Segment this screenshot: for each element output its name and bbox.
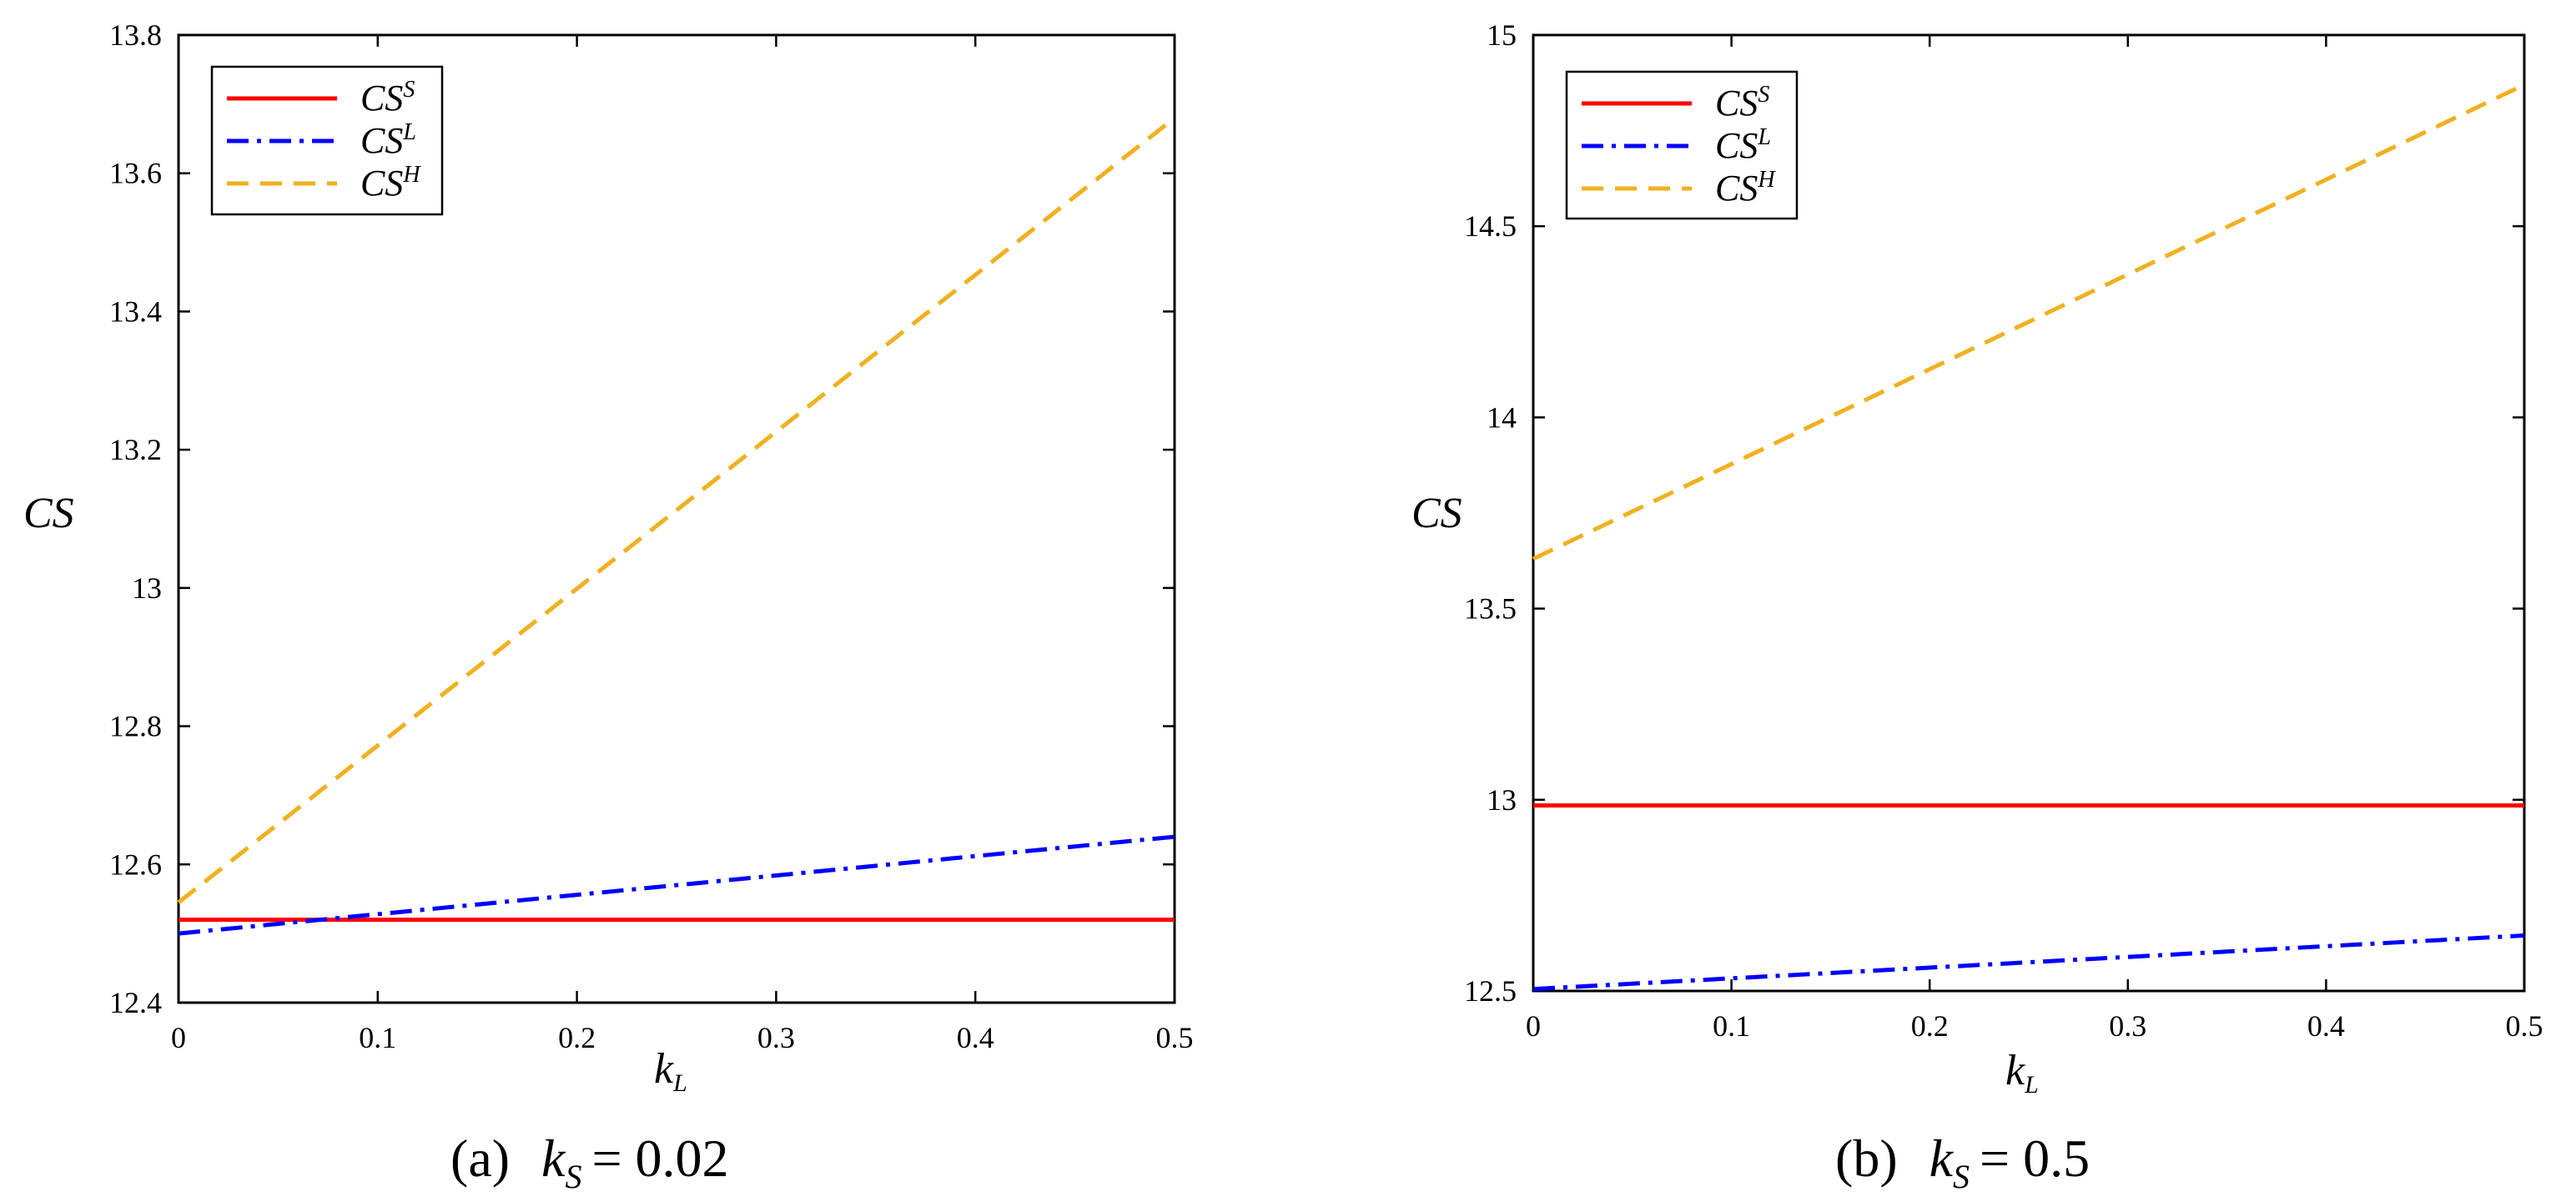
y-axis-title-b: CS: [1411, 490, 1462, 537]
ticks-b: 0 0.1 0.2 0.3 0.4 0.5 12.5 13 13.5 14 14.5 15: [1464, 18, 2543, 1043]
y-tick-label: 13: [132, 571, 162, 605]
y-tick-label: 13.4: [109, 294, 162, 328]
legend-label-l: CSL: [360, 119, 416, 161]
y-tick-label: 12.4: [109, 986, 162, 1019]
x-tick-label: 0.1: [359, 1021, 396, 1054]
x-axis-title-b-var: k: [2005, 1047, 2025, 1094]
series-layer-b: [1532, 83, 2526, 992]
y-tick-label: 14.5: [1464, 209, 1517, 243]
caption-b: (b) kS = 0.5: [1835, 1129, 2090, 1195]
x-tick-label: 0.4: [2307, 1009, 2345, 1043]
plot-area-b: [1532, 33, 2526, 993]
caption-a: (a) kS = 0.02: [450, 1129, 729, 1195]
legend-label-l: CSL: [1715, 124, 1771, 166]
legend-label-h: CSH: [1715, 167, 1776, 209]
x-axis-title-b-sub: L: [2024, 1071, 2039, 1099]
x-tick-label: 0.5: [1156, 1021, 1194, 1054]
y-tick-label: 13.6: [109, 157, 162, 190]
y-axis-title-a: CS: [23, 490, 74, 537]
legend-label-s: CSS: [1715, 82, 1769, 123]
x-axis-title-a-sub: L: [672, 1069, 687, 1097]
legend-label-s: CSS: [360, 77, 415, 118]
y-tick-label: 12.5: [1464, 974, 1517, 1008]
y-tick-label: 13.8: [109, 18, 162, 52]
x-axis-title-a: kL: [654, 1045, 687, 1097]
ticks-a: 0 0.1 0.2 0.3 0.4 0.5 12.4 12.6 12.8 13 13.2 13.4 13…: [109, 18, 1194, 1054]
y-tick-label: 12.8: [109, 710, 162, 743]
series-line-h: [177, 116, 1176, 904]
series-line-l: [1532, 933, 2525, 992]
caption-b-var: k: [1929, 1129, 1955, 1188]
caption-b-eq: = 0.5: [1980, 1129, 2090, 1188]
caption-a-var: k: [541, 1129, 566, 1188]
y-tick-label: 13.2: [109, 433, 162, 466]
caption-a-sub: S: [565, 1158, 581, 1195]
y-tick-label: 15: [1487, 18, 1517, 52]
x-axis-title-a-var: k: [654, 1045, 674, 1093]
x-tick-label: 0.2: [558, 1021, 596, 1054]
caption-a-letter: (a): [450, 1129, 510, 1188]
y-tick-label: 12.6: [109, 847, 162, 881]
series-line-l: [178, 834, 1175, 936]
y-tick-label: 13.5: [1464, 592, 1517, 626]
plot-area-a: [177, 33, 1176, 1004]
x-tick-label: 0.1: [1713, 1009, 1750, 1043]
y-tick-label: 14: [1487, 400, 1517, 434]
x-tick-label: 0.2: [1911, 1009, 1949, 1043]
x-tick-label: 0: [1526, 1009, 1541, 1043]
x-axis-title-b: kL: [2005, 1047, 2039, 1099]
caption-b-letter: (b): [1835, 1129, 1898, 1188]
x-tick-label: 0.5: [2506, 1009, 2543, 1043]
x-tick-label: 0.4: [957, 1021, 994, 1054]
series-line-h: [1532, 83, 2526, 561]
caption-a-eq: = 0.02: [591, 1129, 728, 1188]
chart-panel-a: 0 0.1 0.2 0.3 0.4 0.5 12.4 12.6 12.8 13 13.2 13.4 13…: [23, 18, 1194, 1195]
y-tick-label: 13: [1487, 783, 1517, 817]
caption-b-sub: S: [1953, 1158, 1970, 1195]
legend-label-h: CSH: [360, 162, 421, 204]
x-tick-label: 0: [171, 1021, 186, 1054]
x-tick-label: 0.3: [2109, 1009, 2146, 1043]
series-layer-a: [177, 116, 1176, 936]
x-tick-label: 0.3: [757, 1021, 795, 1054]
